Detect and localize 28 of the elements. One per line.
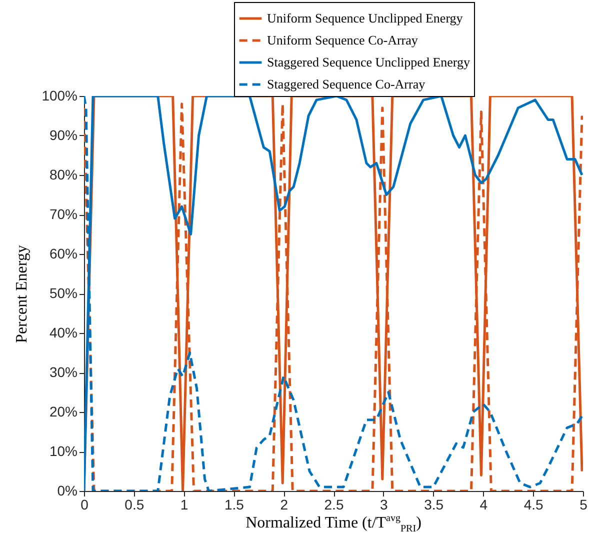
x-tick-label: 4 [480, 496, 488, 512]
x-axis-title: Normalized Time (t/T$^{avg}$$_{PRI}$) [246, 513, 422, 535]
x-tick-label: 2 [280, 496, 288, 512]
y-tick-label: 50% [49, 285, 78, 301]
y-tick-label: 100% [42, 88, 78, 104]
y-tick-label: 60% [49, 246, 78, 262]
y-tick-label: 30% [49, 364, 78, 380]
y-tick-label: 40% [49, 324, 78, 340]
y-tick-label: 90% [49, 127, 78, 143]
legend-label: Uniform Sequence Unclipped Energy [267, 10, 464, 26]
y-tick-label: 0% [57, 482, 78, 498]
y-axis-title: Percent Energy [14, 245, 31, 343]
x-tick-label: 2.5 [324, 496, 344, 512]
y-tick-label: 80% [49, 166, 78, 182]
legend-label: Staggered Sequence Unclipped Energy [267, 54, 470, 70]
x-tick-label: 4.5 [524, 496, 544, 512]
legend-label: Staggered Sequence Co-Array [267, 76, 426, 92]
x-tick-label: 1.5 [224, 496, 244, 512]
x-tick-label: 0.5 [124, 496, 144, 512]
y-tick-label: 10% [49, 443, 78, 459]
x-tick-label: 1 [180, 496, 188, 512]
legend-label: Uniform Sequence Co-Array [267, 32, 418, 48]
x-tick-label: 0 [80, 496, 89, 512]
x-tick-label: 3 [380, 496, 388, 512]
x-tick-label: 3.5 [424, 496, 444, 512]
x-tick-label: 5 [580, 496, 588, 512]
y-tick-label: 70% [49, 206, 78, 222]
y-tick-label: 20% [49, 404, 78, 420]
